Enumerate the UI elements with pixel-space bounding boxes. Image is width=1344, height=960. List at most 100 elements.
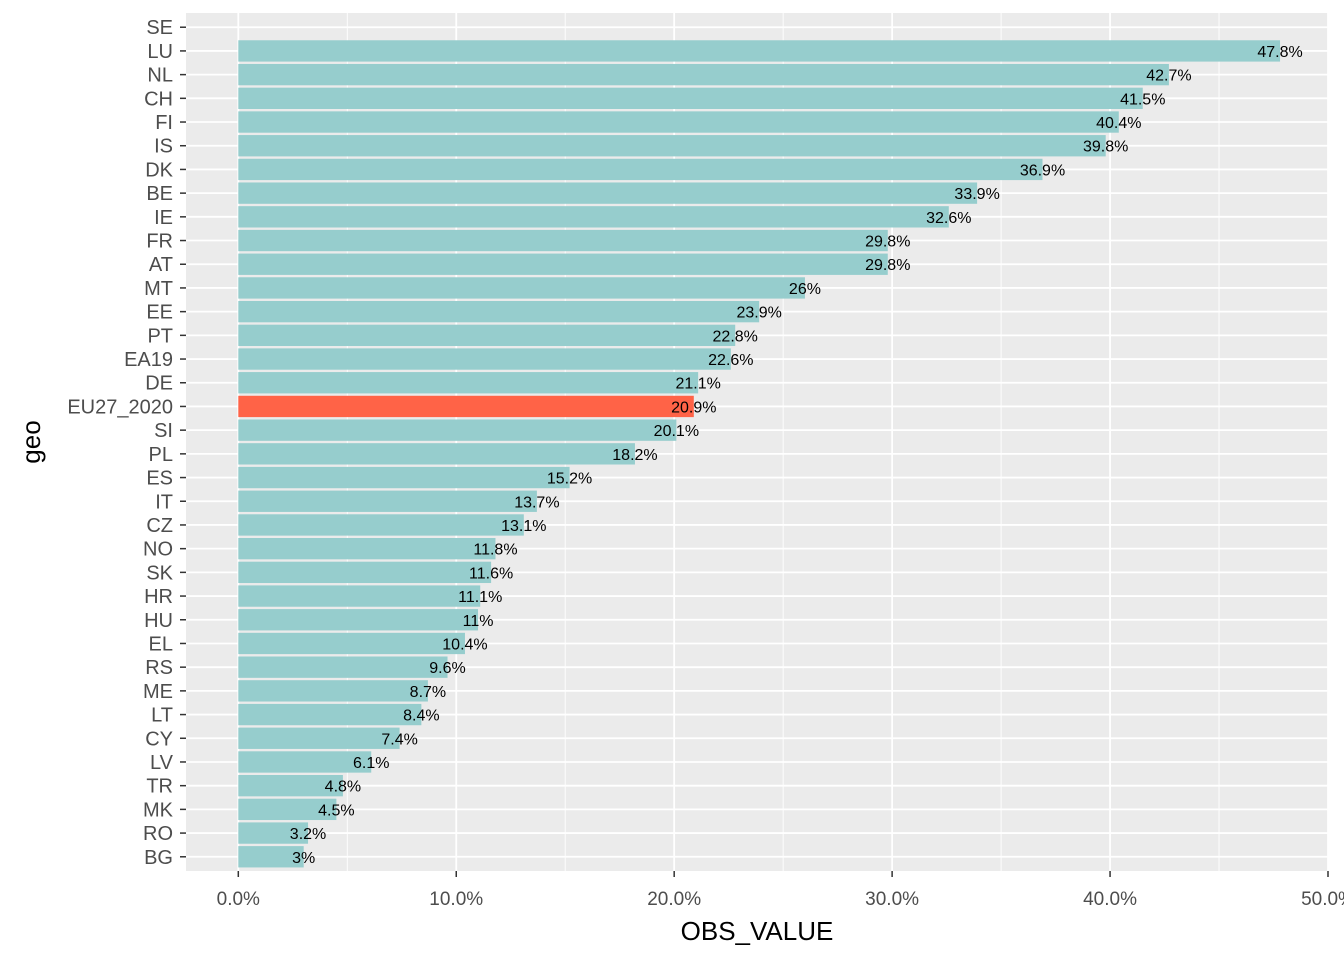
y-tick-label: SE [146, 17, 173, 39]
bar-de [238, 372, 699, 394]
y-tick-label: SK [146, 562, 173, 584]
bar-cy [238, 727, 400, 749]
x-tick-label: 20.0% [647, 889, 701, 910]
y-tick-label: EU27_2020 [67, 396, 173, 418]
bar-pl [238, 443, 635, 465]
data-label: 3% [292, 850, 315, 867]
y-tick-label: IT [155, 491, 173, 513]
bars [238, 40, 1281, 868]
bar-ch [238, 87, 1143, 109]
data-label: 20.1% [654, 423, 699, 440]
bar-si [238, 419, 677, 441]
y-tick-label: BE [146, 183, 173, 205]
x-tick-label: 40.0% [1083, 889, 1137, 910]
y-tick-label: NL [147, 65, 173, 87]
x-tick-label: 10.0% [429, 889, 483, 910]
bar-nl [238, 63, 1169, 86]
y-tick-label: CZ [146, 515, 173, 537]
y-tick-label: AT [149, 254, 173, 276]
x-tick-label: 30.0% [865, 889, 919, 910]
data-label: 8.7% [410, 684, 446, 701]
y-tick-label: PL [149, 444, 173, 466]
bar-bg [238, 846, 304, 868]
bar-ie [238, 206, 949, 228]
data-label: 20.9% [671, 399, 716, 416]
data-labels: 47.8% 42.7% 41.5% 40.4% 39.8% 36.9% 33.9% 32.6%… [290, 44, 1303, 867]
data-label: 8.4% [403, 708, 439, 725]
bar-es [238, 466, 570, 489]
y-tick-label: BG [144, 847, 173, 869]
bar-fr [238, 229, 888, 252]
y-tick-label: SI [154, 420, 173, 442]
y-tick-label: FI [155, 112, 173, 134]
y-tick-label: IS [154, 136, 173, 158]
bar-is [238, 135, 1106, 157]
data-label: 15.2% [547, 471, 592, 488]
bar-eu27_2020 [238, 395, 694, 418]
bar-ea19 [238, 348, 731, 370]
bar-tr [238, 775, 343, 797]
bar-lu [238, 40, 1281, 62]
y-axis: SELUNLCHFIISDKBEIEFRATMTEEPTEA19DEEU27_2… [67, 17, 186, 869]
y-tick-label: MT [144, 278, 173, 300]
bar-ee [238, 300, 760, 323]
data-label: 40.4% [1096, 115, 1141, 132]
y-tick-label: NO [143, 539, 173, 561]
x-axis: 0.0% 10.0% 20.0% 30.0% 40.0% 50.0% [217, 871, 1344, 910]
data-label: 26% [789, 281, 821, 298]
bar-sk [238, 561, 492, 584]
data-label: 6.1% [353, 755, 389, 772]
bar-lv [238, 751, 372, 773]
y-tick-label: PT [147, 325, 173, 347]
bar-at [238, 253, 888, 275]
data-label: 4.5% [318, 802, 354, 819]
data-label: 32.6% [926, 210, 971, 227]
y-tick-label: ES [146, 468, 173, 490]
data-label: 4.8% [325, 779, 361, 796]
bar-me [238, 680, 428, 702]
bar-el [238, 632, 465, 655]
data-label: 42.7% [1146, 68, 1191, 85]
y-tick-label: LV [150, 752, 174, 774]
y-tick-label: TR [146, 776, 173, 798]
data-label: 33.9% [954, 186, 999, 203]
bar-lt [238, 703, 422, 726]
data-label: 11% [463, 613, 494, 630]
data-label: 13.7% [514, 494, 559, 511]
bar-be [238, 182, 978, 204]
data-label: 23.9% [736, 305, 781, 322]
y-tick-label: LU [147, 41, 173, 63]
data-label: 10.4% [442, 636, 487, 653]
y-tick-label: ME [143, 681, 173, 703]
data-label: 21.1% [675, 376, 720, 393]
bar-hu [238, 609, 479, 631]
y-tick-label: CH [144, 88, 173, 110]
data-label: 39.8% [1083, 139, 1128, 156]
data-label: 29.8% [865, 234, 910, 251]
y-tick-label: MK [143, 799, 174, 821]
y-tick-label: RO [143, 823, 173, 845]
bar-fi [238, 111, 1119, 133]
y-tick-label: RS [145, 657, 173, 679]
y-tick-label: LT [151, 705, 173, 727]
data-label: 47.8% [1257, 44, 1302, 61]
y-tick-label: FR [146, 231, 173, 253]
bar-mt [238, 277, 805, 299]
y-axis-title: geo [16, 420, 46, 463]
x-axis-title: OBS_VALUE [681, 916, 834, 946]
y-tick-label: HU [144, 610, 173, 632]
y-tick-label: DE [145, 373, 173, 395]
bar-rs [238, 656, 448, 678]
y-tick-label: IE [154, 207, 173, 229]
bar-dk [238, 158, 1043, 181]
data-label: 22.6% [708, 352, 753, 369]
data-label: 9.6% [429, 660, 465, 677]
data-label: 3.2% [290, 826, 326, 843]
bar-hr [238, 585, 481, 607]
y-tick-label: EA19 [124, 349, 173, 371]
bar-cz [238, 514, 524, 536]
data-label: 22.8% [713, 328, 758, 345]
y-tick-label: DK [145, 159, 173, 181]
bar-pt [238, 324, 736, 347]
